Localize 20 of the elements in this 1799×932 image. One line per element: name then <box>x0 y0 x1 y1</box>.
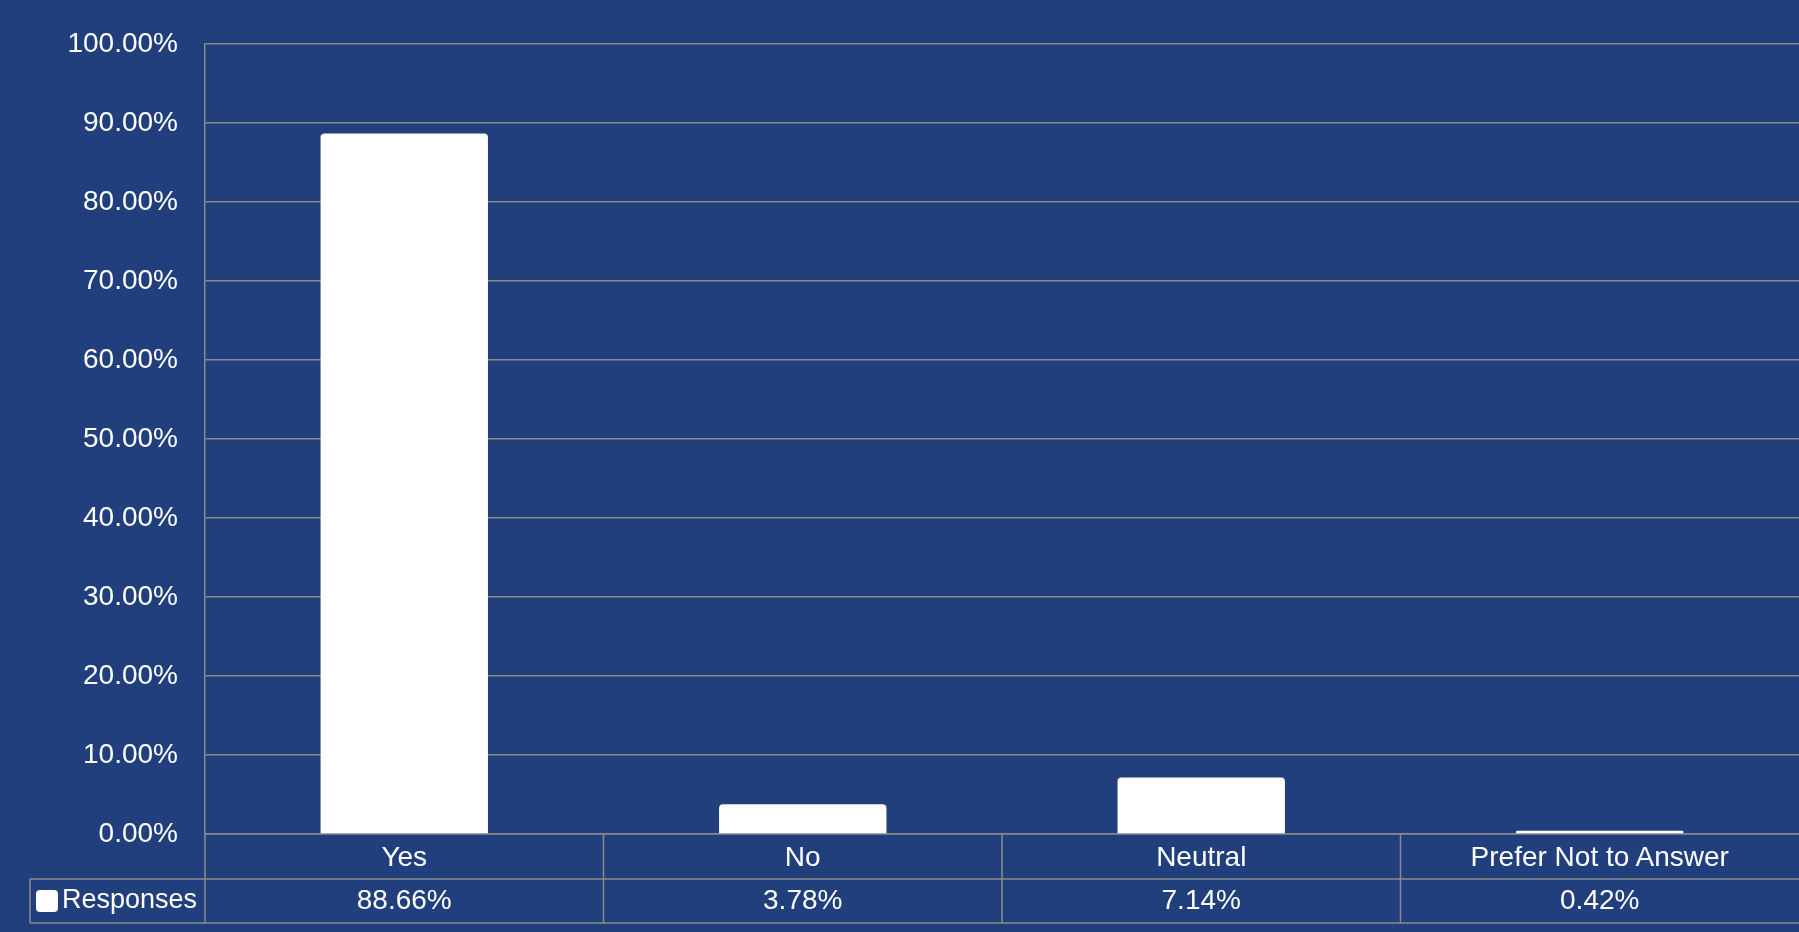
y-tick-label: 60.00% <box>83 342 178 374</box>
x-tick-label: Prefer Not to Answer <box>1470 840 1729 872</box>
x-tick-label: Neutral <box>1156 840 1247 872</box>
x-tick-label: Yes <box>381 840 428 872</box>
y-tick-label: 50.00% <box>83 421 178 453</box>
data-label: 0.42% <box>1560 883 1640 915</box>
y-tick-label: 80.00% <box>83 184 178 216</box>
legend-label: Responses <box>62 884 198 915</box>
data-label: 7.14% <box>1161 883 1241 915</box>
y-tick-label: 30.00% <box>83 579 178 611</box>
y-tick-label: 0.00% <box>98 816 178 848</box>
y-tick-label: 100.00% <box>67 26 178 58</box>
data-label: 88.66% <box>356 883 452 915</box>
y-tick-label: 90.00% <box>83 105 178 137</box>
data-label: 3.78% <box>763 883 843 915</box>
y-tick-label: 10.00% <box>83 737 178 769</box>
y-tick-label: 70.00% <box>83 263 178 295</box>
y-tick-label: 40.00% <box>83 500 178 532</box>
y-tick-label: 20.00% <box>83 658 178 690</box>
x-tick-label: No <box>784 840 821 872</box>
